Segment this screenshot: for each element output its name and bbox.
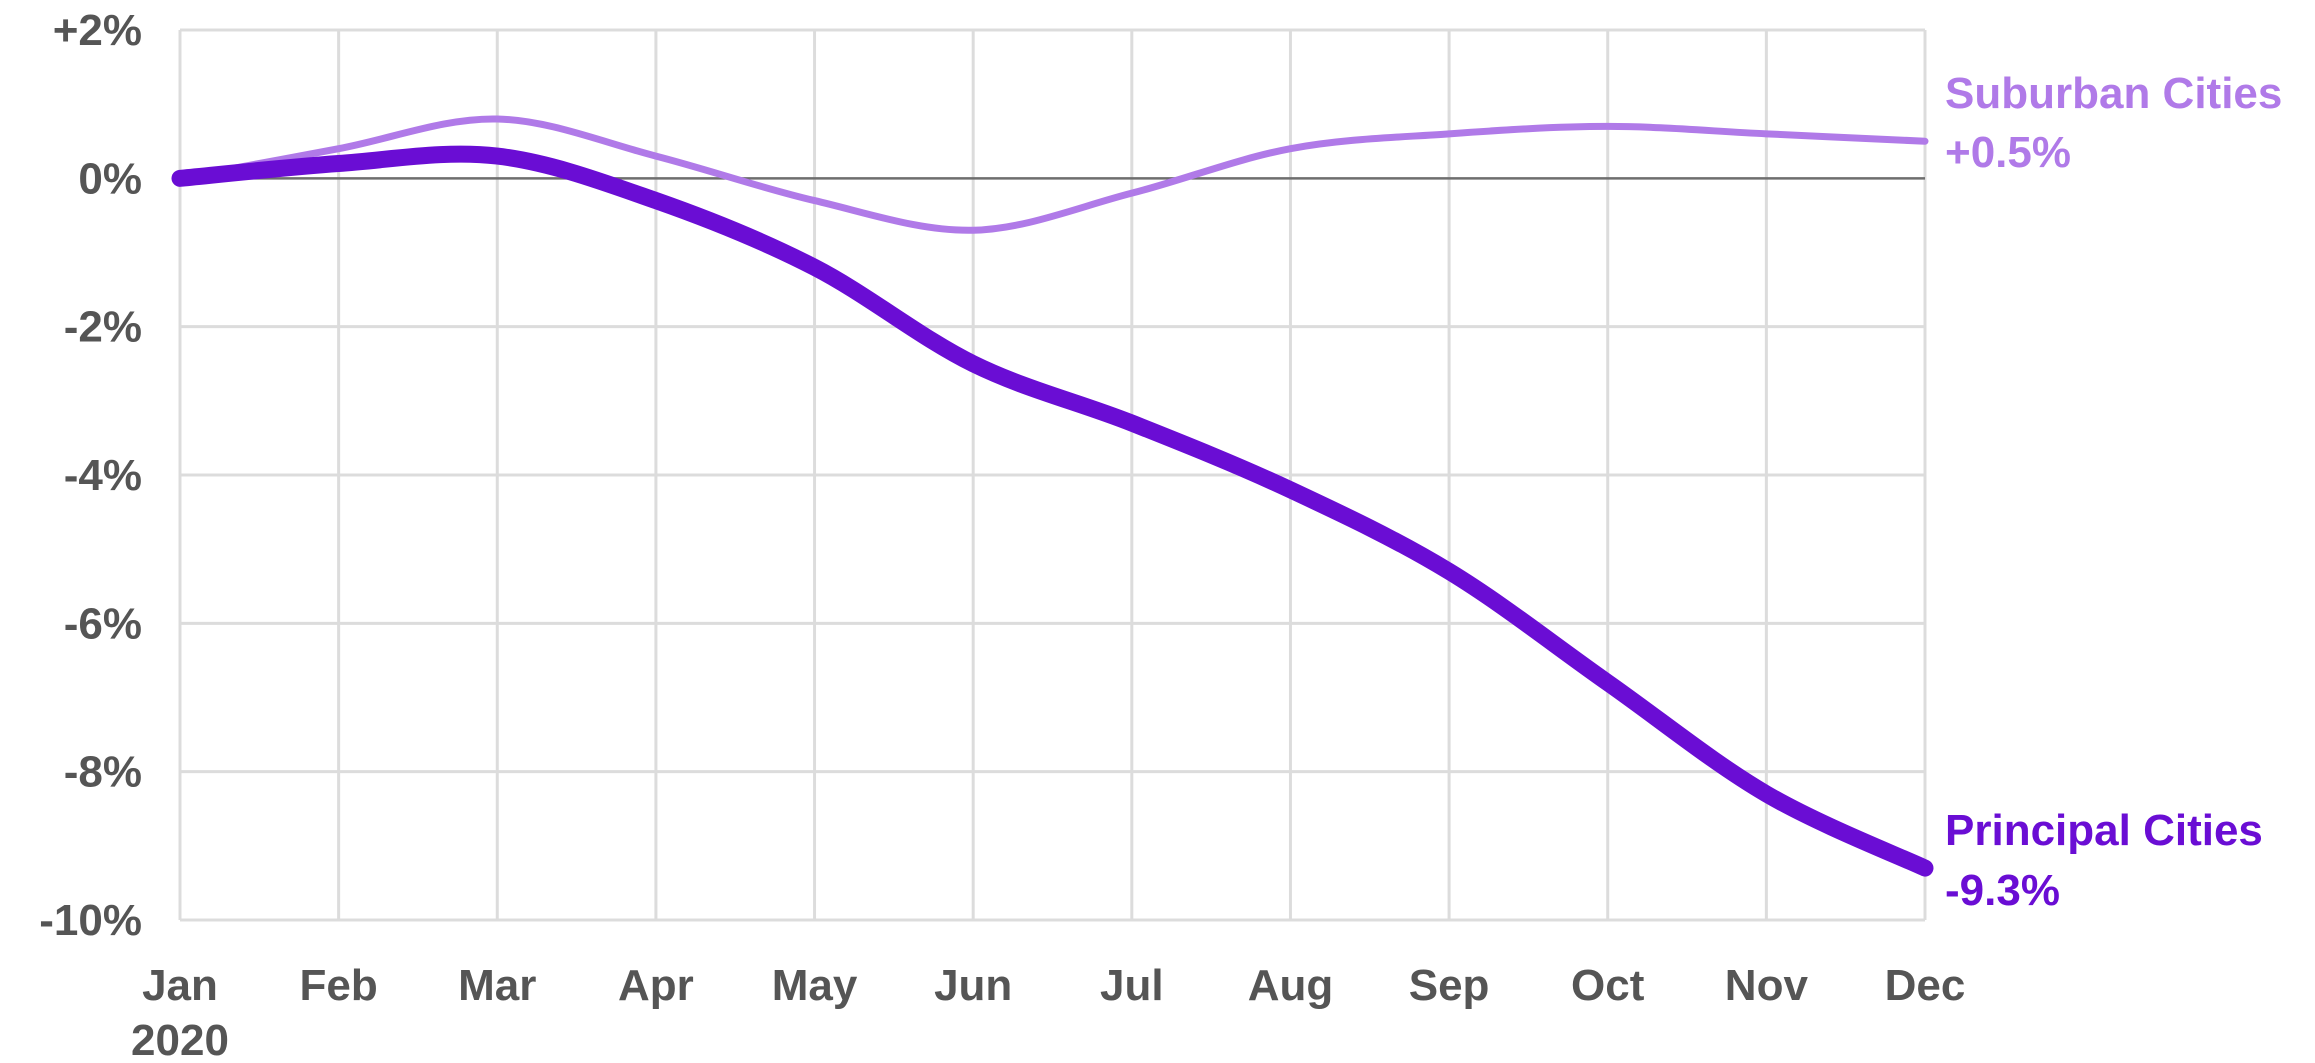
suburban-cities-line [176,115,1929,234]
y-tick-label: +2% [53,6,142,55]
y-tick-label: -10% [39,896,142,945]
series-lines [171,115,1934,877]
y-tick-label: -2% [64,303,142,352]
principal-cities-name-label: Principal Cities [1945,806,2263,855]
x-tick-label: Jan [142,961,218,1010]
x-year-label: 2020 [131,1016,229,1058]
x-tick-label: Jun [934,961,1012,1010]
x-tick-label: Mar [458,961,536,1010]
suburban-cities-name-label: Suburban Cities [1945,69,2282,118]
x-tick-label: Jul [1100,961,1164,1010]
x-tick-label: Apr [618,961,694,1010]
y-tick-label: -8% [64,748,142,797]
x-tick-label: Oct [1571,961,1645,1010]
x-tick-label: Sep [1409,961,1490,1010]
grid [178,28,1927,922]
x-tick-label: Dec [1885,961,1966,1010]
y-tick-label: 0% [78,154,142,203]
x-tick-label: Nov [1725,961,1809,1010]
suburban-cities-value-label: +0.5% [1945,128,2071,177]
x-tick-label: May [772,961,858,1010]
principal-cities-line [171,145,1934,877]
principal-cities-value-label: -9.3% [1945,866,2060,915]
y-tick-label: -6% [64,599,142,648]
x-tick-label: Aug [1248,961,1334,1010]
y-tick-label: -4% [64,451,142,500]
x-tick-label: Feb [300,961,378,1010]
series-labels: Suburban Cities +0.5% Principal Cities -9.3… [1945,69,2282,915]
axes: +2% 0% -2% -4% -6% -8% -10%Jan Feb Mar Apr May Jun J… [39,6,1966,1063]
